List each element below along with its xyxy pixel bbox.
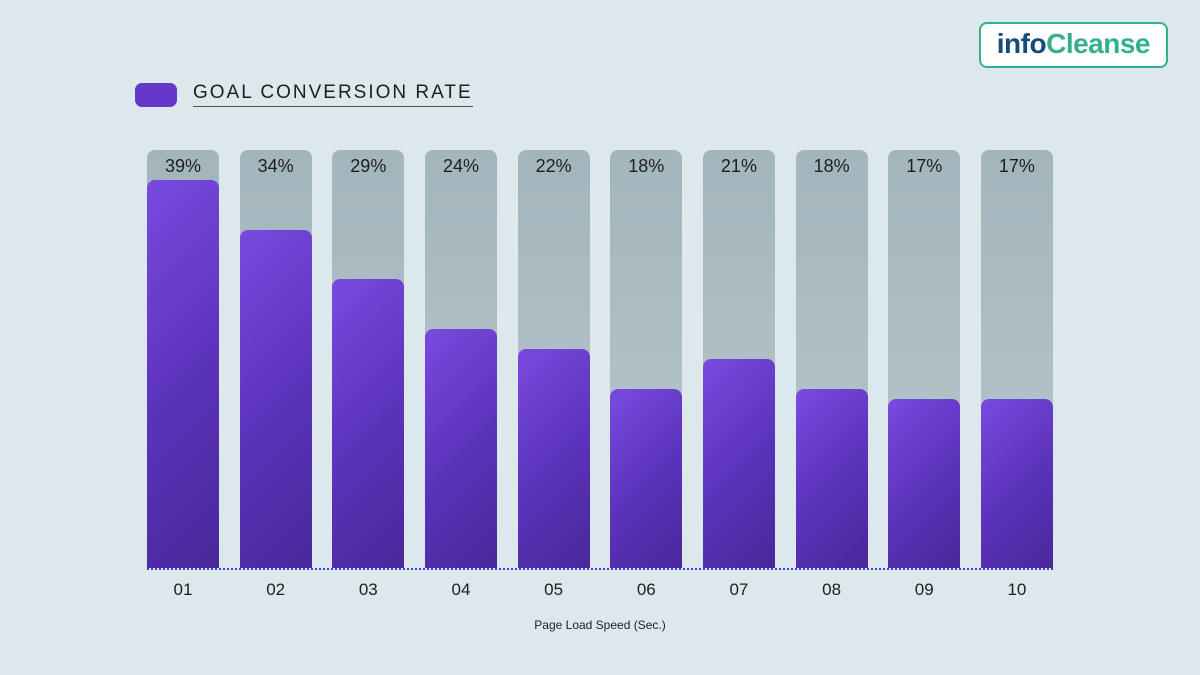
x-tick-label: 08 xyxy=(796,580,868,600)
chart-column: 24% xyxy=(425,150,497,568)
x-tick-label: 03 xyxy=(332,580,404,600)
bar-value-label: 22% xyxy=(518,156,590,177)
brand-badge: infoCleanse xyxy=(979,22,1168,68)
chart-column: 18% xyxy=(610,150,682,568)
bar xyxy=(981,399,1053,568)
chart: 39%34%29%24%22%18%21%18%17%17% 010203040… xyxy=(147,150,1053,632)
bar xyxy=(610,389,682,568)
bar xyxy=(518,349,590,568)
chart-column: 22% xyxy=(518,150,590,568)
bar xyxy=(147,180,219,568)
bar xyxy=(332,279,404,568)
chart-column: 17% xyxy=(981,150,1053,568)
x-tick-label: 04 xyxy=(425,580,497,600)
legend-swatch xyxy=(135,83,177,107)
legend: GOAL CONVERSION RATE xyxy=(135,82,473,107)
chart-column: 34% xyxy=(240,150,312,568)
chart-column: 18% xyxy=(796,150,868,568)
chart-plot: 39% 34% 29% 24% 22% 18% 21% 18% 17% 17% xyxy=(147,150,1053,570)
bar-value-label: 39% xyxy=(147,156,219,177)
x-tick-label: 06 xyxy=(610,580,682,600)
bar-value-label: 34% xyxy=(240,156,312,177)
bar-value-label: 18% xyxy=(610,156,682,177)
chart-column: 17% xyxy=(888,150,960,568)
bar-value-label: 21% xyxy=(703,156,775,177)
bar xyxy=(796,389,868,568)
chart-column: 21% xyxy=(703,150,775,568)
x-tick-label: 02 xyxy=(240,580,312,600)
x-tick-label: 10 xyxy=(981,580,1053,600)
bar xyxy=(240,230,312,568)
legend-label: GOAL CONVERSION RATE xyxy=(193,82,473,107)
bar xyxy=(888,399,960,568)
x-axis-title: Page Load Speed (Sec.) xyxy=(147,618,1053,632)
x-tick-label: 09 xyxy=(888,580,960,600)
x-tick-label: 01 xyxy=(147,580,219,600)
brand-word-cleanse: Cleanse xyxy=(1046,28,1150,59)
bar-value-label: 29% xyxy=(332,156,404,177)
bar xyxy=(425,329,497,568)
chart-column: 39% xyxy=(147,150,219,568)
brand-word-info: info xyxy=(997,28,1046,59)
x-tick-label: 05 xyxy=(518,580,590,600)
bar-value-label: 17% xyxy=(981,156,1053,177)
x-tick-label: 07 xyxy=(703,580,775,600)
x-axis-labels: 01 02 03 04 05 06 07 08 09 10 xyxy=(147,580,1053,600)
chart-column: 29% xyxy=(332,150,404,568)
bar-value-label: 17% xyxy=(888,156,960,177)
bar-value-label: 24% xyxy=(425,156,497,177)
bar xyxy=(703,359,775,568)
bar-value-label: 18% xyxy=(796,156,868,177)
